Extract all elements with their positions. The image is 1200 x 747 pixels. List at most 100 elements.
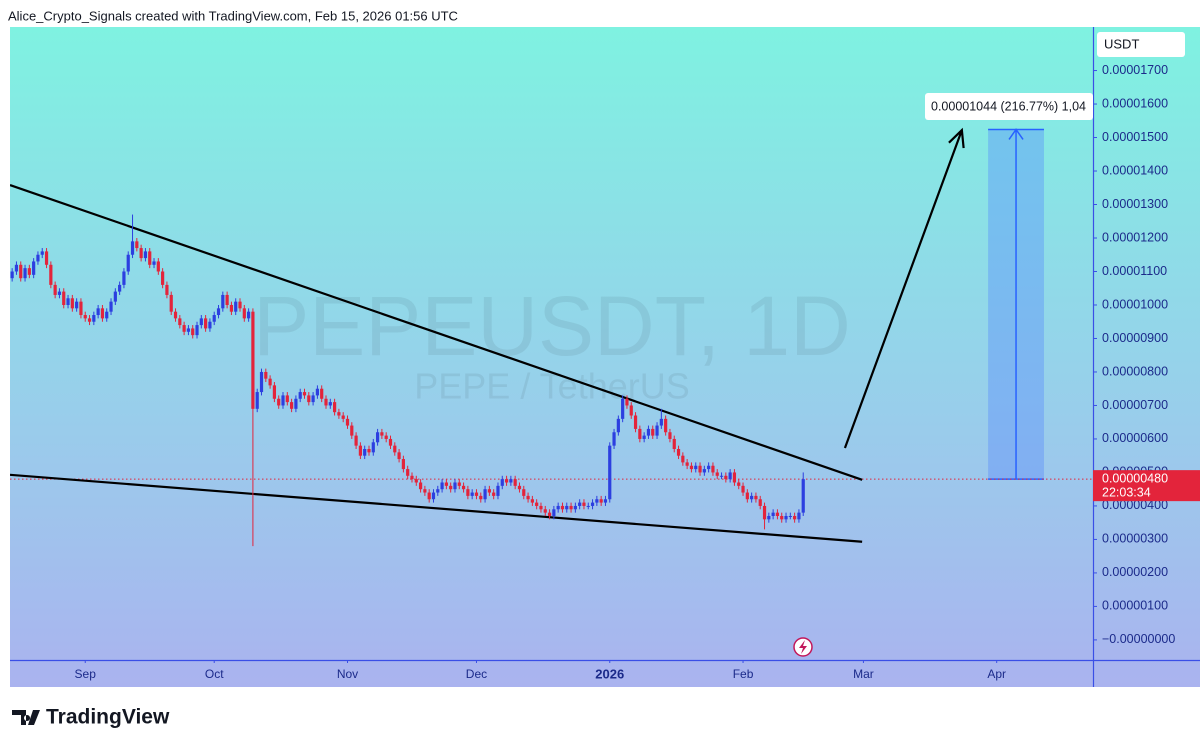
- candle-body: [19, 264, 23, 279]
- x-tick-label: 2026: [595, 666, 624, 681]
- candle-body: [509, 479, 513, 483]
- candle-body: [775, 512, 780, 516]
- candle-body: [560, 505, 565, 510]
- candle-body: [225, 294, 229, 305]
- y-tick-label: 0.00001100: [1102, 264, 1167, 278]
- candle-body: [608, 445, 612, 500]
- candle-body: [204, 318, 208, 329]
- tradingview-logo: TradingView: [12, 706, 170, 729]
- candle-body: [788, 515, 792, 517]
- candle-body: [732, 472, 737, 483]
- candle-body: [307, 395, 311, 403]
- candle-body: [457, 482, 461, 486]
- candle-body: [638, 428, 642, 439]
- candle-body: [264, 371, 268, 379]
- candle-body: [173, 311, 178, 319]
- candle-body: [332, 402, 337, 413]
- candle-body: [363, 449, 367, 456]
- candle-body: [75, 301, 79, 309]
- y-tick-label: 0.00000900: [1102, 331, 1168, 345]
- bolt-icon[interactable]: [793, 637, 813, 657]
- candle-body: [530, 499, 534, 503]
- candle-body: [436, 489, 440, 493]
- candle-body: [212, 315, 216, 322]
- watermark-symbol: PEPEUSDT, 1D: [253, 279, 851, 373]
- candle-body: [384, 435, 388, 439]
- candle-body: [414, 479, 418, 483]
- currency-label[interactable]: USDT: [1104, 36, 1139, 51]
- candle-body: [453, 482, 457, 490]
- currency-box[interactable]: [1097, 32, 1185, 57]
- candle-body: [711, 465, 715, 473]
- candle-body: [651, 428, 655, 436]
- candle-body: [474, 492, 479, 496]
- candle-body: [234, 301, 238, 312]
- candle-body: [285, 395, 289, 403]
- candle-body: [449, 485, 453, 490]
- measure-arrow: [1008, 128, 1024, 480]
- candle-body: [324, 398, 328, 406]
- candle-body: [513, 479, 517, 486]
- candle-body: [367, 449, 371, 453]
- x-tick-label: Feb: [733, 667, 754, 681]
- candle-body: [57, 291, 62, 295]
- candle-body: [440, 482, 444, 490]
- candle-body: [156, 261, 160, 272]
- candle-body: [599, 499, 603, 503]
- candle-body: [268, 378, 272, 386]
- y-tick-label: 0.00000700: [1102, 398, 1168, 412]
- candle-body: [100, 308, 105, 319]
- candle-body: [66, 298, 70, 305]
- candle-body: [655, 425, 659, 436]
- candle-body: [750, 495, 754, 500]
- candle-body: [277, 398, 281, 406]
- candle-body: [302, 392, 307, 396]
- candle-body: [380, 432, 384, 436]
- candle-body: [668, 432, 672, 439]
- candle-body: [444, 482, 448, 486]
- candle-body: [504, 479, 509, 483]
- candle-body: [298, 392, 302, 399]
- trend-line: [10, 473, 863, 543]
- candle-body: [251, 311, 255, 409]
- candle-body: [311, 395, 315, 403]
- candle-body: [646, 428, 651, 436]
- candle-body: [406, 469, 410, 476]
- candle-body: [44, 251, 49, 265]
- y-tick-label: 0.00001700: [1102, 63, 1168, 77]
- y-tick-label: 0.00000200: [1102, 565, 1168, 579]
- candle-body: [259, 371, 264, 393]
- candle-body: [315, 388, 320, 396]
- candle-body: [32, 261, 36, 275]
- candle-body: [496, 485, 500, 496]
- candle-body: [664, 418, 668, 433]
- candle-body: [582, 502, 586, 506]
- candle-body: [487, 489, 491, 493]
- candle-body: [152, 261, 156, 265]
- candle-body: [483, 489, 487, 500]
- candle-body: [92, 315, 96, 322]
- candle-body: [517, 485, 522, 490]
- candle-body: [758, 499, 762, 506]
- candle-body: [96, 308, 100, 316]
- x-tick-label: Dec: [466, 667, 487, 681]
- candle-body: [547, 512, 552, 516]
- x-tick-label: Apr: [987, 667, 1006, 681]
- candle-body: [139, 248, 143, 259]
- candle-body: [53, 284, 57, 295]
- y-tick-label: 0.00001200: [1102, 230, 1168, 244]
- candle-body: [724, 475, 728, 480]
- candle-body: [590, 502, 595, 506]
- candle-body: [247, 311, 251, 319]
- candle-body: [195, 325, 199, 336]
- candle-body: [492, 492, 496, 496]
- candle-body: [685, 462, 689, 466]
- candle-body: [427, 492, 431, 500]
- y-tick-label: 0.00000600: [1102, 431, 1168, 445]
- x-tick-label: Mar: [853, 667, 874, 681]
- candle-body: [629, 405, 633, 416]
- candle-body: [771, 512, 775, 516]
- candle-body: [49, 264, 53, 285]
- candle-body: [148, 251, 152, 265]
